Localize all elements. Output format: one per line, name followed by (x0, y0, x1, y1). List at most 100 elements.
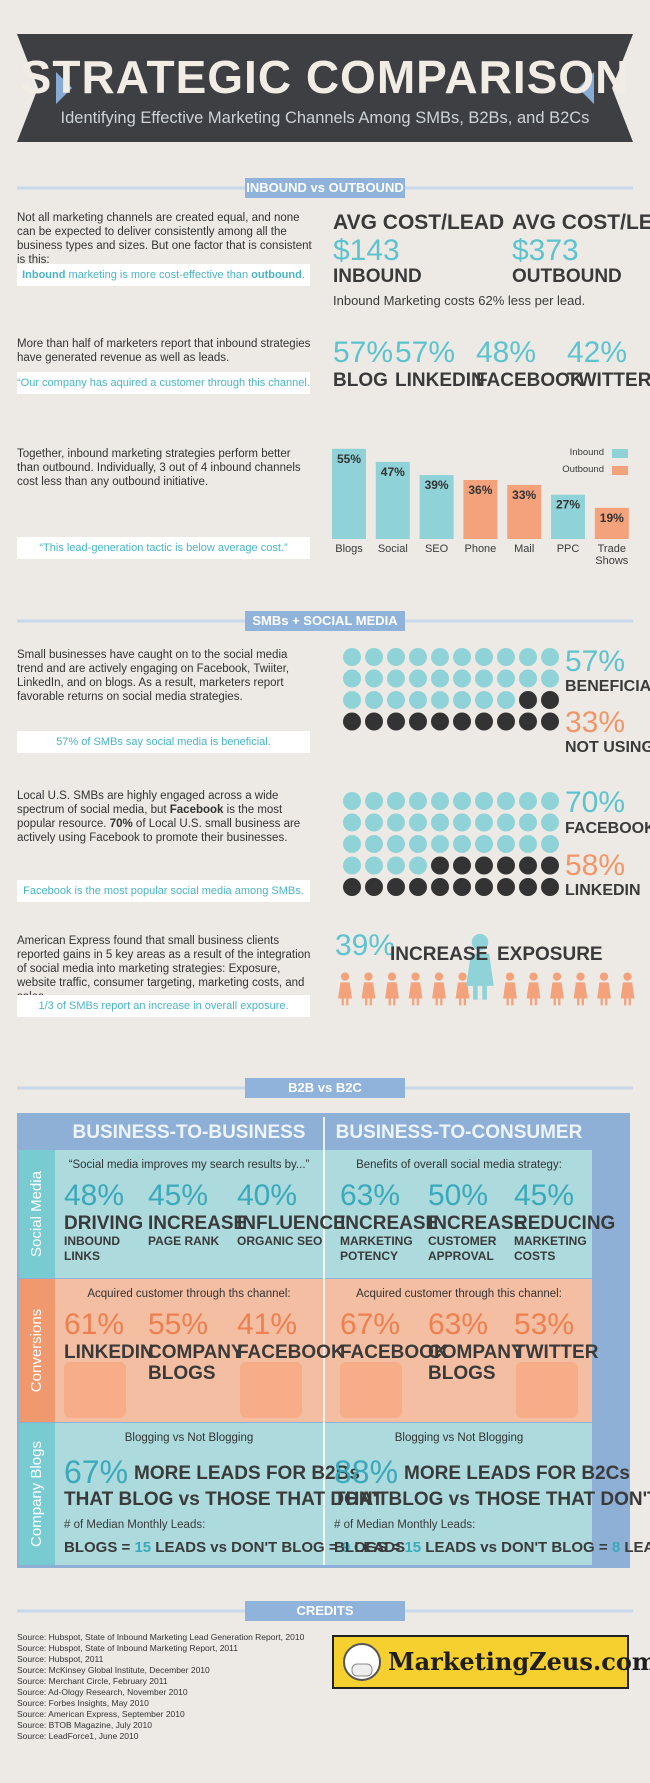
bar (507, 484, 542, 539)
emph: Facebook (169, 804, 224, 816)
person-body (550, 982, 564, 999)
person-leg (628, 998, 631, 1006)
person-body (597, 982, 611, 999)
dot (497, 648, 515, 666)
person-head (434, 972, 444, 981)
column-header: BUSINESS-TO-BUSINESS (72, 1122, 306, 1143)
blog-headline: THAT BLOG vs THOSE THAT DON'T (334, 1489, 650, 1510)
person-leg (558, 998, 561, 1006)
person-head (552, 972, 562, 981)
person-body (526, 982, 541, 999)
leads-title: # of Median Monthly Leads: (64, 1519, 206, 1531)
source: Source: Hubspot, State of Inbound Market… (17, 1632, 305, 1642)
dot (365, 856, 383, 875)
header-ribbon (17, 34, 633, 142)
person-body (620, 982, 635, 999)
source: Source: McKinsey Global Institute, Decem… (17, 1665, 210, 1675)
body-text: Together, inbound marketing strategies p… (17, 448, 301, 488)
stat-headline: FACEBOOK (237, 1342, 345, 1363)
column-header: BUSINESS-TO-CONSUMER (335, 1122, 583, 1143)
person-head (458, 972, 467, 981)
person-leg (530, 998, 533, 1006)
bar (594, 507, 629, 539)
person-body (466, 953, 494, 986)
person-leg (605, 998, 608, 1006)
dot (497, 835, 515, 853)
dot (475, 835, 493, 853)
category-label: Blogs (335, 543, 363, 555)
bar-label: 27% (556, 498, 580, 512)
stat-value: 61% (64, 1308, 125, 1341)
quote: “Our company has aquired a customer thro… (17, 372, 310, 394)
emph: Inbound (22, 269, 66, 281)
source: Source: BTOB Magazine, July 2010 (17, 1720, 152, 1730)
cost-value: $373 (512, 234, 579, 267)
stat-detail: PAGE RANK (148, 1234, 220, 1248)
stat-value: 58% (565, 849, 626, 882)
person-body (573, 982, 588, 999)
stat-value: 50% (428, 1179, 489, 1212)
dot (409, 856, 427, 875)
stat-headline: INFLUENCE (237, 1213, 346, 1234)
bar (463, 479, 498, 539)
person-leg (624, 998, 627, 1006)
row-label-bg (19, 1279, 55, 1422)
stat-name: INCREASE (390, 944, 489, 965)
stat-value: 57% (395, 336, 456, 369)
stat-detail: MARKETING COSTS (514, 1234, 587, 1263)
stat-name: BENEFICIAL (565, 678, 650, 695)
stat-detail: MARKETING POTENCY (340, 1234, 413, 1263)
person-body (361, 982, 376, 999)
person-head (471, 933, 489, 951)
dot (519, 835, 537, 853)
leads-text: LEADS vs DON'T BLOG = (151, 1539, 342, 1556)
cell-subtitle: Blogging vs Not Blogging (124, 1432, 254, 1444)
person-leg (577, 998, 580, 1006)
dot (475, 669, 493, 688)
person-leg (393, 998, 396, 1006)
stat-value: 63% (428, 1308, 489, 1341)
dot (475, 792, 493, 810)
quote: 1/3 of SMBs report an increase in overal… (17, 995, 310, 1017)
person-head (411, 972, 420, 981)
dot (387, 691, 405, 709)
body-text: Not all marketing channels are created e… (17, 212, 312, 266)
body-text: American Express found that small busine… (17, 935, 311, 1003)
leads-text: LEADS (624, 1539, 650, 1556)
dot (453, 669, 471, 688)
row-label-bg (19, 1423, 55, 1565)
blog-value: 67% (64, 1454, 129, 1490)
person-leg (365, 998, 368, 1006)
dot (497, 856, 515, 875)
leads-text: BLOGS = (64, 1539, 135, 1556)
arrow (56, 72, 72, 104)
person-leg (341, 998, 344, 1006)
dot (431, 792, 449, 810)
dot (541, 813, 559, 832)
source: Source: Hubspot, 2011 (17, 1654, 104, 1664)
dot (409, 691, 427, 709)
dot (387, 856, 405, 875)
person-leg (600, 998, 603, 1006)
cost-name: INBOUND (333, 266, 422, 287)
leads-text: LEADS (350, 1539, 406, 1556)
person-leg (463, 998, 466, 1006)
dot (343, 856, 361, 875)
dot (431, 813, 449, 832)
dot (519, 813, 537, 832)
dot (431, 712, 449, 731)
section-title: B2B vs B2C (245, 1078, 405, 1098)
person-head (505, 972, 515, 981)
quote: Facebook is the most popular social medi… (17, 880, 310, 902)
stat-name: NOT USING (565, 739, 650, 756)
stat-value: 39% (335, 929, 396, 962)
dot (541, 648, 559, 666)
cost-label: AVG COST/LEAD (333, 211, 505, 234)
dot (497, 878, 515, 896)
logo-beard (351, 1663, 373, 1677)
sources: Source: Hubspot, State of Inbound Market… (17, 1632, 304, 1742)
cell-subtitle: Acquired customer through ths channel: (87, 1288, 291, 1300)
stat-value: 45% (514, 1179, 575, 1212)
cost-value: $143 (333, 234, 400, 267)
leads-number: 15 (134, 1539, 152, 1556)
